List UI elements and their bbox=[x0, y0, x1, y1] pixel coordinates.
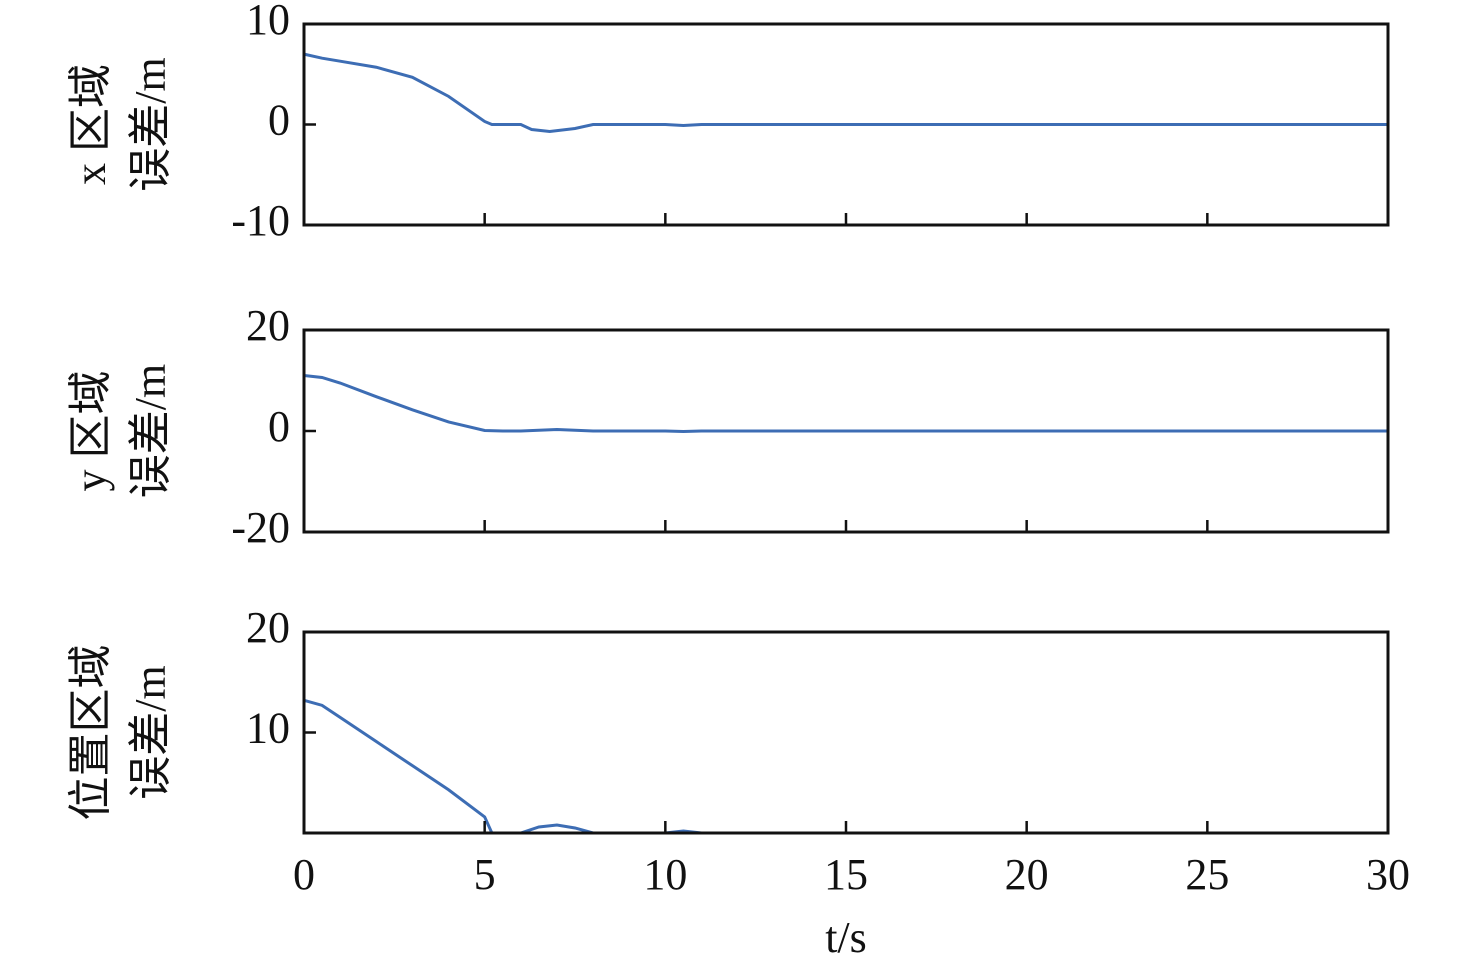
x-tick-label: 10 bbox=[643, 850, 687, 899]
x-tick-label: 5 bbox=[474, 850, 496, 899]
x-tick-label: 30 bbox=[1366, 850, 1410, 899]
y-axis-label: 误差/m bbox=[126, 364, 175, 498]
data-line bbox=[303, 52, 1388, 134]
data-line bbox=[303, 373, 1388, 434]
x-tick-label: 0 bbox=[293, 850, 315, 899]
y-tick-label: 20 bbox=[246, 603, 290, 652]
x-tick-label: 20 bbox=[1005, 850, 1049, 899]
data-line bbox=[303, 698, 1388, 835]
y-axis-label: 位置区域 bbox=[66, 645, 115, 821]
y-axis-label: x 区域 bbox=[66, 64, 115, 185]
y-axis-label: 误差/m bbox=[126, 665, 175, 799]
y-tick-label: 0 bbox=[268, 402, 290, 451]
x-tick-label: 25 bbox=[1185, 850, 1229, 899]
x-axis-label: t/s bbox=[825, 913, 867, 962]
y-tick-label: 10 bbox=[246, 0, 290, 44]
y-tick-label: 0 bbox=[268, 96, 290, 145]
y-axis-label: y 区域 bbox=[66, 371, 115, 492]
x-tick-label: 15 bbox=[824, 850, 868, 899]
y-tick-label: -20 bbox=[231, 503, 290, 552]
y-axis-label: 误差/m bbox=[126, 57, 175, 191]
y-tick-label: 20 bbox=[246, 301, 290, 350]
y-tick-label: -10 bbox=[231, 196, 290, 245]
y-tick-label: 10 bbox=[246, 704, 290, 753]
